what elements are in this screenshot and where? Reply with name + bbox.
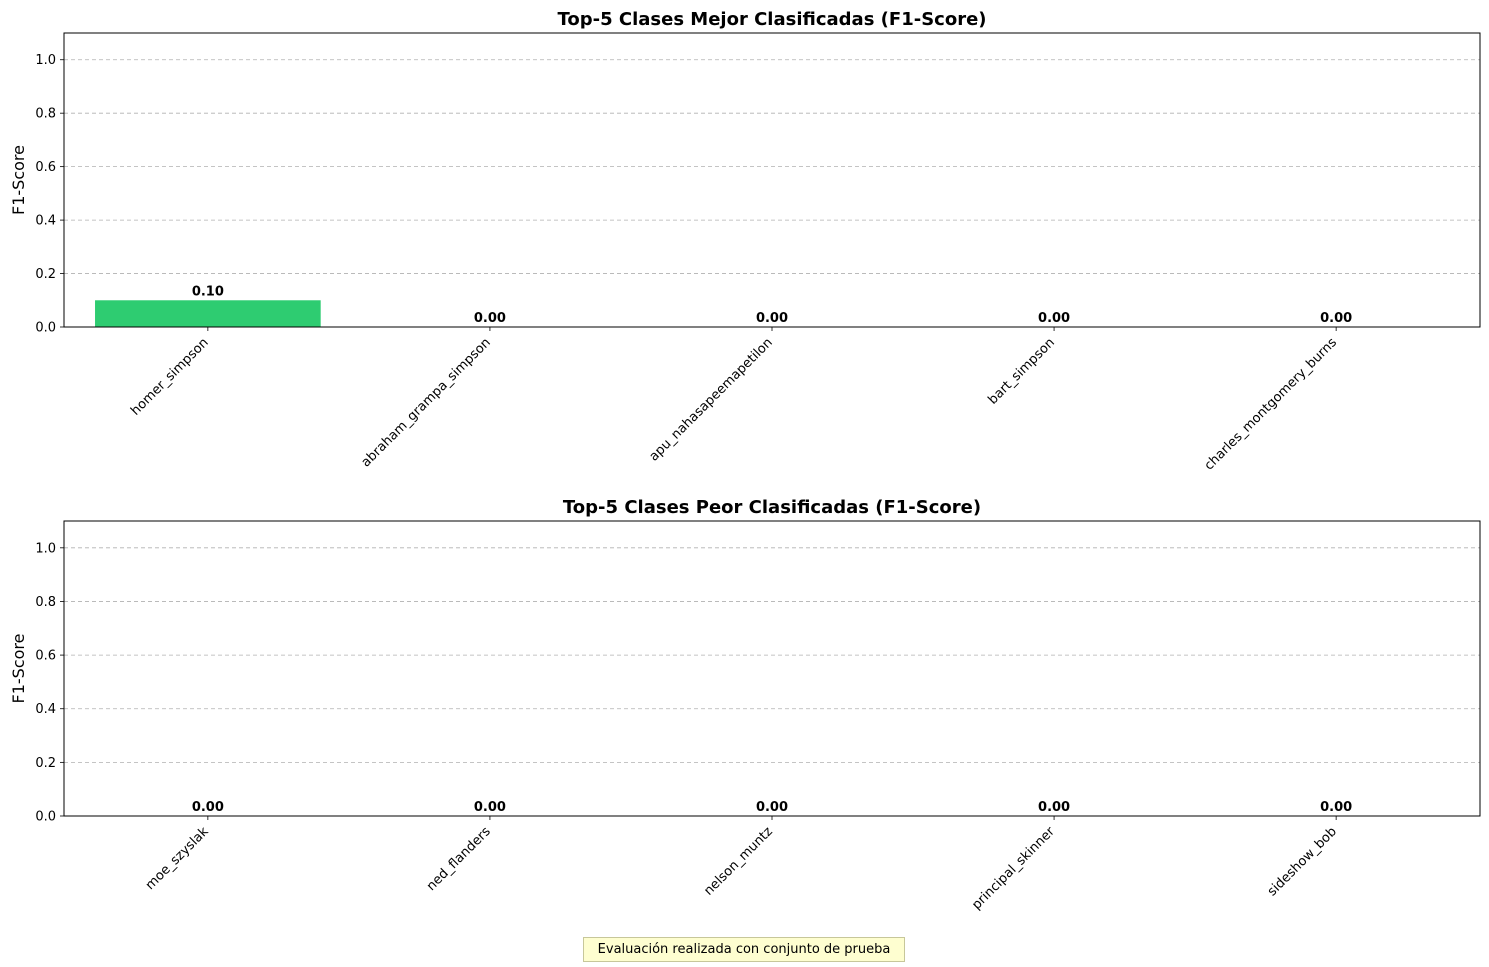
footnote-text: Evaluación realizada con conjunto de pru… xyxy=(597,942,891,957)
x-tick-label: principal_skinner xyxy=(969,824,1058,913)
chart-panel-2: 0.0 0.2 0.4 0.6 0.8 1.0 0.00 0.00 0.00 0.00 0.00 mo… xyxy=(9,497,1481,913)
y-tick-label: 0.6 xyxy=(35,649,56,664)
axes-frame xyxy=(63,520,1481,817)
bar-value-label: 0.00 xyxy=(1038,311,1070,326)
footnote-box: Evaluación realizada con conjunto de pru… xyxy=(583,937,905,962)
bar-value-label: 0.00 xyxy=(756,800,788,815)
bar-value-label: 0.00 xyxy=(192,800,224,815)
y-axis-label: F1-Score xyxy=(9,145,28,215)
x-tick-label: nelson_muntz xyxy=(701,824,776,899)
chart-title: Top-5 Clases Mejor Clasificadas (F1-Scor… xyxy=(557,9,986,30)
bar-value-label: 0.00 xyxy=(1320,800,1352,815)
bar-value-label: 0.00 xyxy=(756,311,788,326)
bar-value-label: 0.00 xyxy=(474,311,506,326)
chart-panel-1: 0.0 0.2 0.4 0.6 0.8 1.0 0.10 0.00 0.00 0.00 0.00 ho… xyxy=(9,9,1481,474)
y-tick-label: 0.6 xyxy=(35,160,56,175)
x-tick-label: moe_szyslak xyxy=(143,824,212,893)
y-tick-label: 0.2 xyxy=(35,267,56,282)
bar-value-label: 0.00 xyxy=(1038,800,1070,815)
y-tick-label: 0.4 xyxy=(35,702,56,717)
y-axis-label: F1-Score xyxy=(9,634,28,704)
y-tick-label: 0.0 xyxy=(35,810,56,825)
axes-frame xyxy=(63,32,1481,328)
y-tick-label: 0.4 xyxy=(35,214,56,229)
x-tick-label: homer_simpson xyxy=(128,335,211,418)
x-tick-label: apu_nahasapeemapetilon xyxy=(647,335,776,464)
y-tick-label: 1.0 xyxy=(35,53,56,68)
x-tick-label: abraham_grampa_simpson xyxy=(359,335,494,470)
y-tick-label: 0.0 xyxy=(35,321,56,336)
x-tick-label: ned_flanders xyxy=(424,824,494,894)
x-tick-label: bart_simpson xyxy=(985,335,1057,407)
y-tick-label: 1.0 xyxy=(35,541,56,556)
bar-value-label: 0.10 xyxy=(192,284,224,299)
y-tick-label: 0.8 xyxy=(35,595,56,610)
y-tick-label: 0.8 xyxy=(35,107,56,122)
bar xyxy=(95,300,321,327)
x-tick-label: charles_montgomery_burns xyxy=(1202,335,1340,473)
x-tick-label: sideshow_bob xyxy=(1265,824,1340,899)
bar-value-label: 0.00 xyxy=(474,800,506,815)
y-tick-label: 0.2 xyxy=(35,756,56,771)
bar-value-label: 0.00 xyxy=(1320,311,1352,326)
chart-title: Top-5 Clases Peor Clasificadas (F1-Score… xyxy=(563,497,981,518)
